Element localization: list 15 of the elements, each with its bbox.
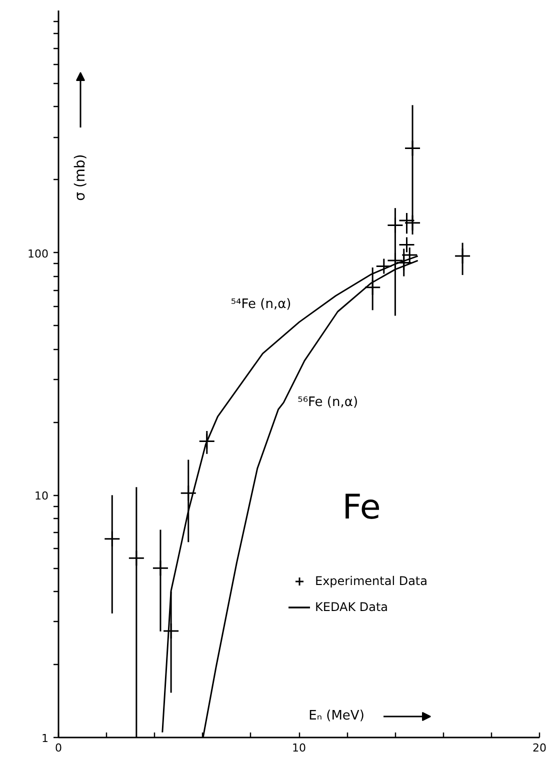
y-tick-label: 100 (28, 247, 49, 260)
series-label: ⁵⁶Fe (n,α) (298, 395, 358, 410)
x-axis-title: Eₙ (MeV) (308, 708, 364, 724)
x-tick-label: 0 (55, 742, 62, 754)
series-label: ⁵⁴Fe (n,α) (230, 297, 292, 312)
text: Fe (342, 488, 381, 528)
y-tick-label: 1 (42, 732, 48, 745)
annotation: KEDAK Data (315, 600, 388, 614)
point (376, 258, 392, 275)
y-tick-label: 10 (34, 490, 49, 503)
x-tick-label: 10 (292, 742, 306, 754)
point (398, 236, 415, 253)
legend-label: Experimental Data (315, 574, 428, 588)
y-axis-title: σ (mb) (72, 154, 88, 201)
x-tick-label: 20 (532, 742, 546, 754)
